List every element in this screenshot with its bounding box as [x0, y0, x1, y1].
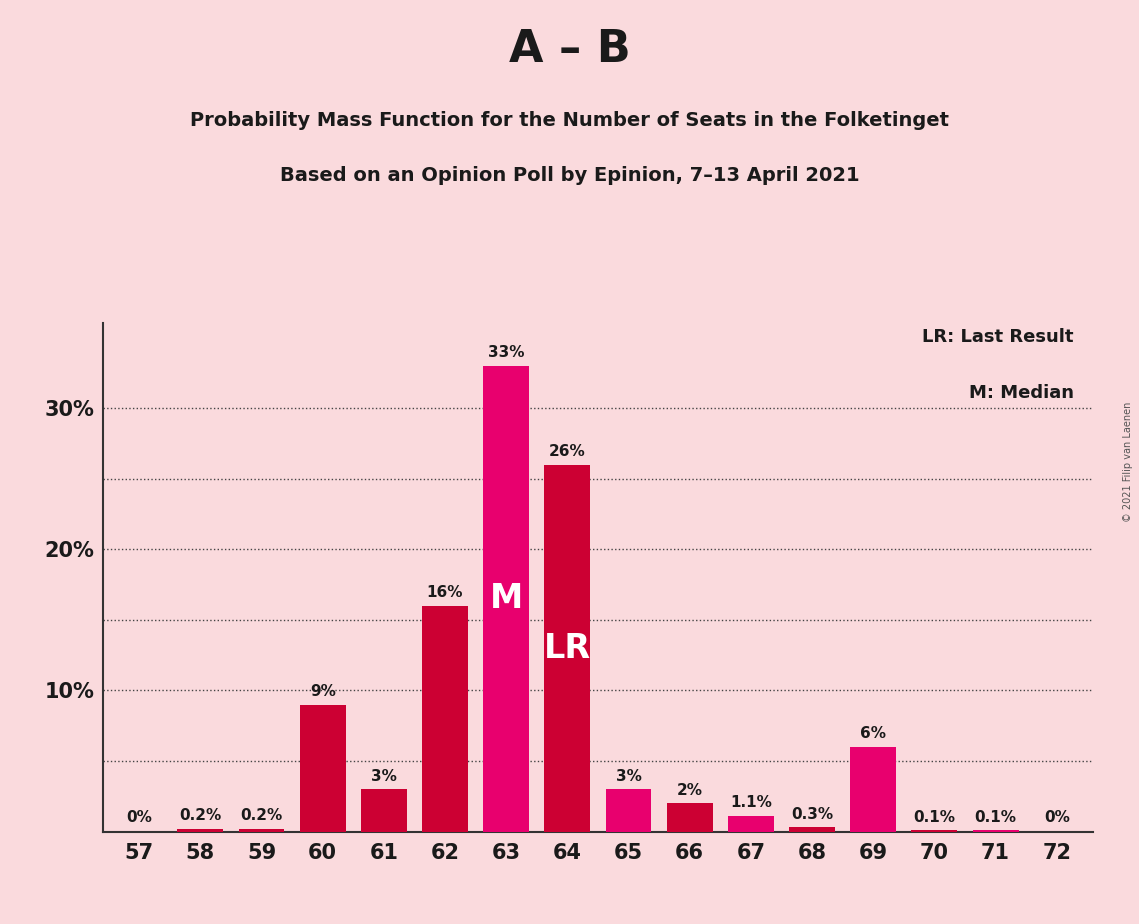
Text: 16%: 16%: [427, 585, 464, 600]
Text: 0.1%: 0.1%: [975, 809, 1017, 824]
Bar: [973, 830, 1018, 832]
Text: 0%: 0%: [126, 809, 153, 824]
Text: LR: Last Result: LR: Last Result: [923, 328, 1074, 346]
Text: Probability Mass Function for the Number of Seats in the Folketinget: Probability Mass Function for the Number…: [190, 111, 949, 130]
Text: Based on an Opinion Poll by Epinion, 7–13 April 2021: Based on an Opinion Poll by Epinion, 7–1…: [280, 166, 859, 186]
Bar: [238, 829, 285, 832]
Bar: [666, 803, 713, 832]
Text: 0.2%: 0.2%: [240, 808, 282, 823]
Bar: [728, 816, 773, 832]
Bar: [789, 827, 835, 832]
Text: LR: LR: [543, 632, 591, 664]
Text: M: Median: M: Median: [968, 384, 1074, 402]
Text: 2%: 2%: [677, 783, 703, 797]
Bar: [300, 704, 345, 832]
Text: 0%: 0%: [1043, 809, 1070, 824]
Bar: [911, 830, 958, 832]
Text: 26%: 26%: [549, 444, 585, 459]
Bar: [851, 747, 896, 832]
Bar: [423, 606, 468, 832]
Text: 9%: 9%: [310, 684, 336, 699]
Text: A – B: A – B: [509, 28, 630, 71]
Bar: [361, 789, 407, 832]
Bar: [606, 789, 652, 832]
Text: © 2021 Filip van Laenen: © 2021 Filip van Laenen: [1123, 402, 1133, 522]
Text: 33%: 33%: [487, 345, 524, 360]
Text: 3%: 3%: [615, 769, 641, 784]
Bar: [544, 465, 590, 832]
Text: 3%: 3%: [371, 769, 396, 784]
Text: 6%: 6%: [860, 726, 886, 741]
Bar: [178, 829, 223, 832]
Text: 0.3%: 0.3%: [790, 807, 833, 821]
Text: 0.1%: 0.1%: [913, 809, 956, 824]
Text: M: M: [490, 582, 523, 615]
Text: 1.1%: 1.1%: [730, 796, 772, 810]
Text: 0.2%: 0.2%: [179, 808, 221, 823]
Bar: [483, 366, 530, 832]
